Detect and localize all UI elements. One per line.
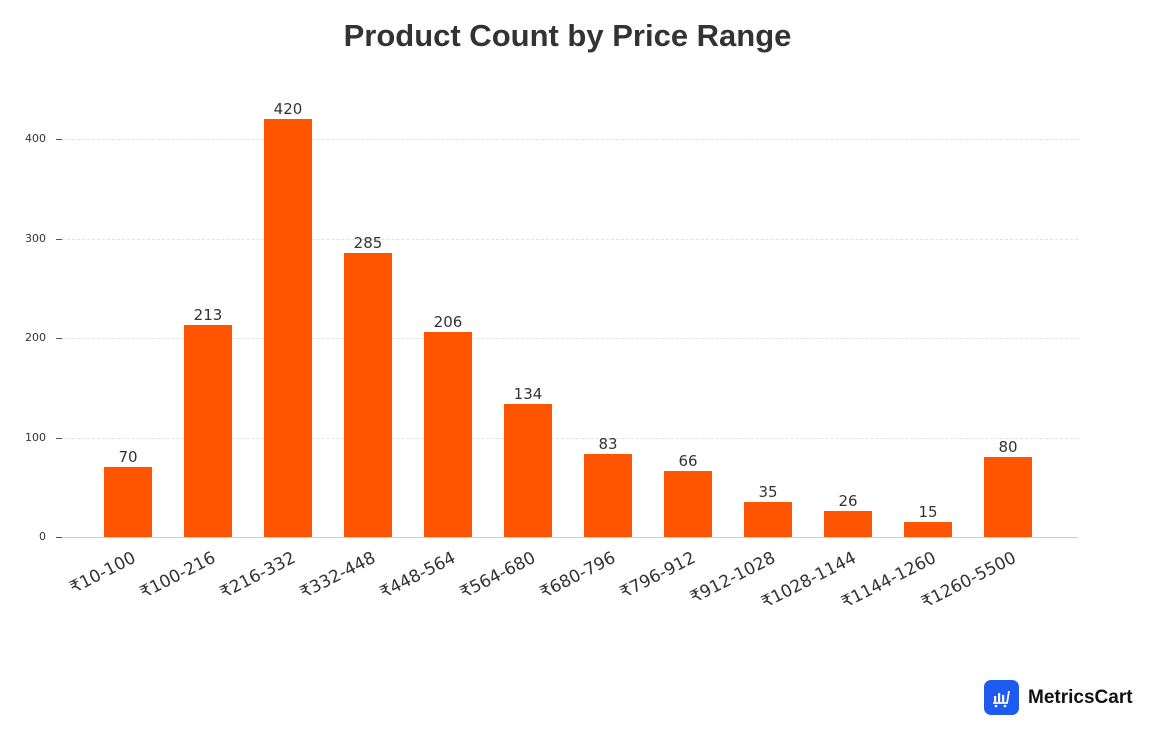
- y-tick-mark: [56, 238, 62, 240]
- gridline: [62, 437, 1078, 439]
- x-tick-label: ₹332-448: [297, 548, 380, 603]
- y-tick-mark: [56, 338, 62, 339]
- y-tick-label: 400: [25, 132, 46, 145]
- y-tick-mark: [56, 139, 62, 140]
- x-tick-label: ₹216-332: [217, 548, 300, 603]
- y-tick-label: 300: [25, 231, 46, 245]
- y-tick-mark: [56, 437, 62, 439]
- bar[interactable]: [104, 467, 152, 537]
- bar-value-label: 134: [513, 384, 543, 403]
- bar[interactable]: [184, 325, 232, 537]
- y-tick-label: 200: [25, 331, 46, 344]
- bar-value-label: 80: [998, 438, 1018, 457]
- y-tick-label: 100: [25, 430, 46, 444]
- chart-title: Product Count by Price Range: [343, 18, 792, 53]
- x-tick-label: ₹100-216: [137, 548, 220, 603]
- gridline: [62, 238, 1078, 240]
- x-tick-label: ₹448-564: [377, 548, 460, 603]
- bar[interactable]: [904, 522, 952, 537]
- y-tick-mark: [56, 537, 62, 538]
- bar-value-label: 66: [678, 452, 698, 471]
- bar[interactable]: [344, 253, 392, 537]
- gridline: [62, 338, 1078, 339]
- x-tick-label: ₹796-912: [617, 548, 700, 603]
- bar[interactable]: [984, 457, 1032, 537]
- bar[interactable]: [504, 403, 552, 537]
- bar[interactable]: [264, 119, 312, 537]
- bar[interactable]: [664, 471, 712, 537]
- bar-value-label: 213: [193, 306, 223, 325]
- bar-value-label: 206: [433, 313, 463, 332]
- bar-value-label: 420: [273, 100, 303, 119]
- brand-watermark: MetricsCart: [984, 680, 1133, 715]
- y-tick-label: 0: [39, 530, 46, 543]
- x-tick-label: ₹680-796: [537, 548, 620, 603]
- bar-value-label: 83: [598, 435, 618, 454]
- brand-name: MetricsCart: [1028, 686, 1133, 708]
- x-tick-label: ₹564-680: [457, 548, 540, 603]
- bar[interactable]: [824, 511, 872, 537]
- bar-value-label: 15: [918, 503, 938, 522]
- bar[interactable]: [744, 502, 792, 537]
- bar-value-label: 26: [838, 492, 858, 511]
- x-axis-line: [62, 537, 1078, 538]
- gridline: [62, 139, 1078, 140]
- x-tick-label: ₹10-100: [66, 548, 140, 599]
- metricscart-logo-icon: [984, 680, 1019, 715]
- bar-value-label: 285: [353, 234, 383, 253]
- bar-value-label: 35: [758, 483, 778, 502]
- bar[interactable]: [424, 332, 472, 537]
- bar[interactable]: [584, 454, 632, 537]
- bar-value-label: 70: [118, 448, 138, 467]
